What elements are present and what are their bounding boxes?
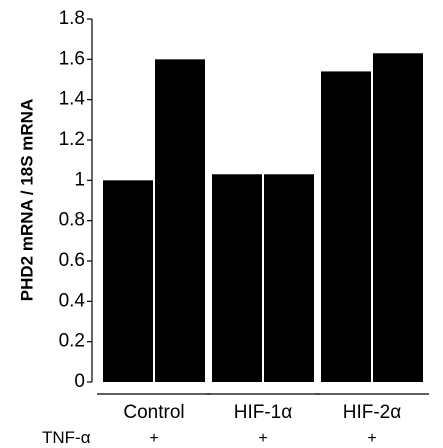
group-label: Control xyxy=(123,402,184,423)
y-tick-label: 0 xyxy=(74,371,85,392)
treatment-marker: + xyxy=(367,430,376,447)
y-tick-label: 0.2 xyxy=(59,331,85,352)
y-tick-label: 1.4 xyxy=(59,89,86,110)
y-tick-group: 0 0.2 0.4 0.6 0.8 1 1.2 1.4 1.6 1.8 xyxy=(59,8,92,392)
bar xyxy=(103,180,153,382)
y-tick-label: 1 xyxy=(74,169,85,190)
y-tick-label: 1.8 xyxy=(59,8,85,29)
y-tick-label: 1.6 xyxy=(59,48,85,69)
treatment-row-label: TNF-α xyxy=(42,428,91,447)
y-tick-label: 0.4 xyxy=(59,290,86,311)
bar xyxy=(264,174,314,382)
treatment-marker: + xyxy=(258,430,267,447)
bar xyxy=(155,59,205,382)
bar xyxy=(212,174,262,382)
y-tick-label: 1.2 xyxy=(59,129,85,150)
y-axis-label: PHD2 mRNA / 18S mRNA xyxy=(17,99,36,301)
group-label: HIF-1α xyxy=(234,402,293,423)
y-tick-label: 0.8 xyxy=(59,210,85,231)
bar xyxy=(373,53,423,383)
group-label: HIF-2α xyxy=(343,402,402,423)
group-labels: Control HIF-1α HIF-2α xyxy=(123,402,401,423)
bars-group xyxy=(103,53,423,383)
y-axis: 0 0.2 0.4 0.6 0.8 1 1.2 1.4 1.6 1.8 xyxy=(59,8,93,392)
treatment-marker: + xyxy=(149,430,158,447)
bar xyxy=(321,71,371,382)
treatment-marker-row: + + + xyxy=(149,430,376,447)
y-tick-label: 0.6 xyxy=(59,250,85,271)
